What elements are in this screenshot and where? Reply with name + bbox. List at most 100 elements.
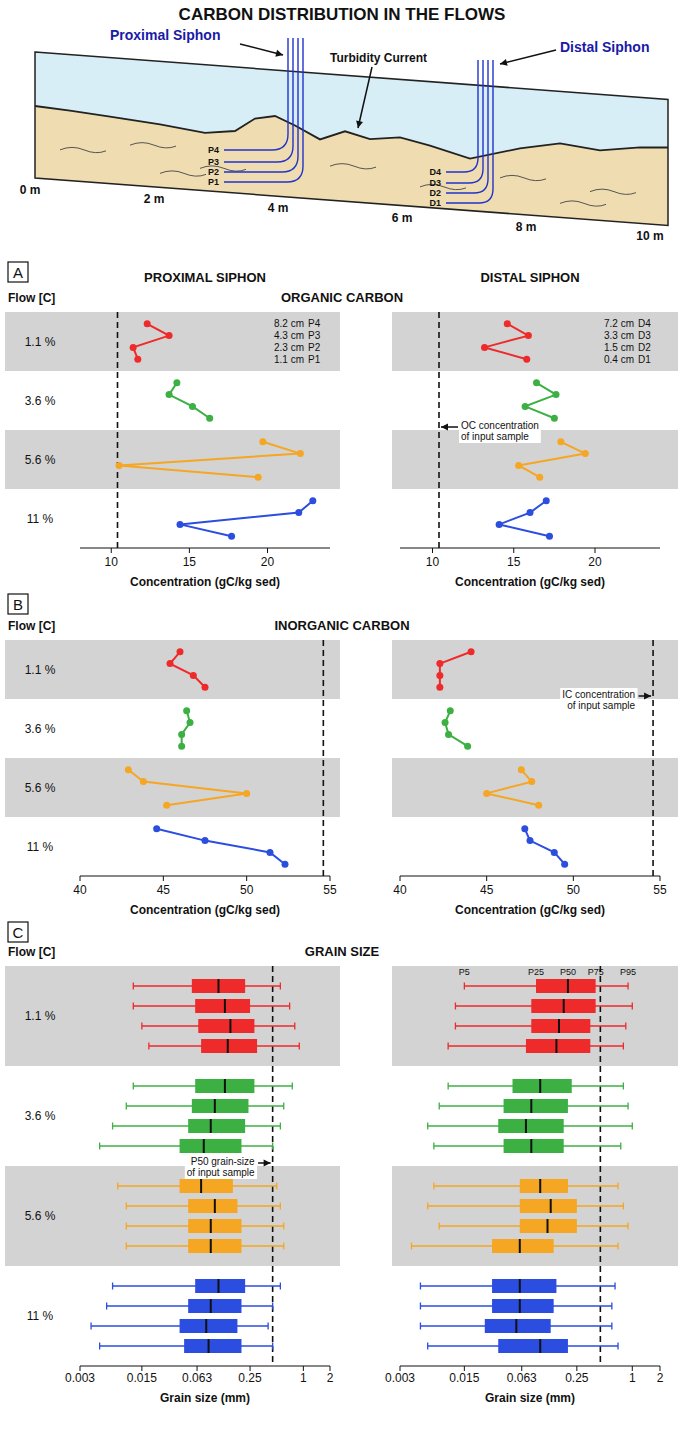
whisker-cap: [620, 1143, 621, 1150]
x-tick: [80, 876, 81, 881]
median: [227, 1039, 229, 1053]
whisker-cap: [623, 1083, 624, 1090]
input-reference-line: [652, 640, 654, 876]
reference-label-line: P50 grain-size: [191, 1156, 255, 1167]
panel-letter: C: [13, 924, 24, 941]
row-band: [392, 312, 678, 371]
x-tick-label: 0.015: [127, 1371, 157, 1385]
iqr-box: [531, 1019, 590, 1033]
profile-point: [527, 837, 534, 844]
x-tick: [163, 876, 164, 881]
profile-point: [515, 462, 522, 469]
label-arrow-head: [275, 50, 283, 57]
median: [217, 1279, 219, 1293]
iqr-box: [498, 1339, 568, 1353]
x-tick-label: 20: [588, 555, 602, 569]
port-label: P1: [308, 354, 321, 365]
median: [539, 1079, 541, 1093]
whisker-cap: [126, 1223, 127, 1230]
whisker-cap: [464, 983, 465, 990]
panel-letter-box: [8, 262, 28, 282]
iqr-box: [504, 1099, 568, 1113]
panel-letter-box: [8, 594, 28, 614]
whisker-cap: [447, 1043, 448, 1050]
sand-layer: [590, 189, 636, 194]
median: [515, 1319, 517, 1333]
percentile-label: P75: [588, 967, 604, 977]
siphon-label: Distal Siphon: [560, 39, 649, 55]
port-depth: 2.3 cm: [274, 342, 304, 353]
whisker-cap: [90, 1323, 91, 1330]
port-label: D4: [429, 167, 441, 177]
profile-point: [140, 778, 147, 785]
whisker-cap: [455, 1023, 456, 1030]
port-label: D1: [429, 198, 441, 208]
proximal-tube: [224, 38, 293, 162]
iqr-box: [485, 1319, 551, 1333]
profile-point: [202, 837, 209, 844]
median: [200, 1179, 202, 1193]
profile-point: [535, 802, 542, 809]
port-label: P2: [308, 342, 321, 353]
x-tick-label: 50: [240, 883, 254, 897]
tank-outline: [35, 52, 668, 225]
x-tick-label: 0.25: [238, 1371, 262, 1385]
x-axis: [400, 1366, 660, 1367]
whisker-cap: [141, 1023, 142, 1030]
profile-point: [259, 438, 266, 445]
profile-line: [169, 383, 210, 418]
iqr-box: [188, 1219, 241, 1233]
median: [558, 1019, 560, 1033]
distance-label: 6 m: [392, 211, 413, 225]
label-ground: [185, 1155, 257, 1179]
iqr-box: [180, 1139, 242, 1153]
row-band: [5, 312, 340, 371]
port-label: D2: [429, 188, 441, 198]
whisker-cap: [294, 1023, 295, 1030]
reference-arrow-head: [264, 1160, 271, 1167]
iqr-box: [536, 979, 596, 993]
whisker-cap: [283, 1223, 284, 1230]
profile-point: [183, 707, 190, 714]
row-band: [5, 430, 340, 489]
x-tick-label: 1: [300, 1371, 307, 1385]
iqr-box: [520, 1219, 577, 1233]
profile-point: [189, 403, 196, 410]
sand-layer: [330, 164, 376, 169]
port-label: D3: [638, 330, 651, 341]
iqr-box: [492, 1299, 554, 1313]
iqr-box: [520, 1179, 568, 1193]
plot-area: [412, 966, 633, 1366]
column-title: DISTAL SIPHON: [480, 270, 579, 285]
plot-area: [439, 312, 589, 548]
whisker-cap: [627, 1103, 628, 1110]
flow-label: 5.6 %: [25, 781, 56, 795]
sand-bed: [35, 106, 668, 225]
x-tick: [400, 876, 401, 881]
whisker-cap: [627, 983, 628, 990]
whisker-cap: [632, 1003, 633, 1010]
port-label: P1: [208, 177, 219, 187]
bed-surface: [35, 106, 668, 159]
distal-tube: [446, 60, 493, 203]
x-tick-label: 0.063: [182, 1371, 212, 1385]
profile-point: [177, 648, 184, 655]
distal-tube: [446, 60, 478, 172]
distal-tube: [446, 60, 483, 183]
input-reference-line: [323, 640, 325, 876]
profile-point: [282, 861, 289, 868]
whisker-cap: [420, 1323, 421, 1330]
profile-point: [528, 778, 535, 785]
port-label: P2: [208, 167, 219, 177]
x-tick: [267, 548, 268, 553]
x-tick-label: 45: [157, 883, 171, 897]
x-axis: [80, 1366, 330, 1367]
plot-area: [116, 312, 317, 548]
port-label: P4: [208, 145, 219, 155]
x-axis-title: Concentration (gC/kg sed): [455, 575, 605, 589]
profile-line: [499, 501, 549, 536]
whisker-cap: [126, 1103, 127, 1110]
x-axis-title: Grain size (mm): [160, 1391, 250, 1405]
median: [205, 1319, 207, 1333]
profile-point: [436, 684, 443, 691]
